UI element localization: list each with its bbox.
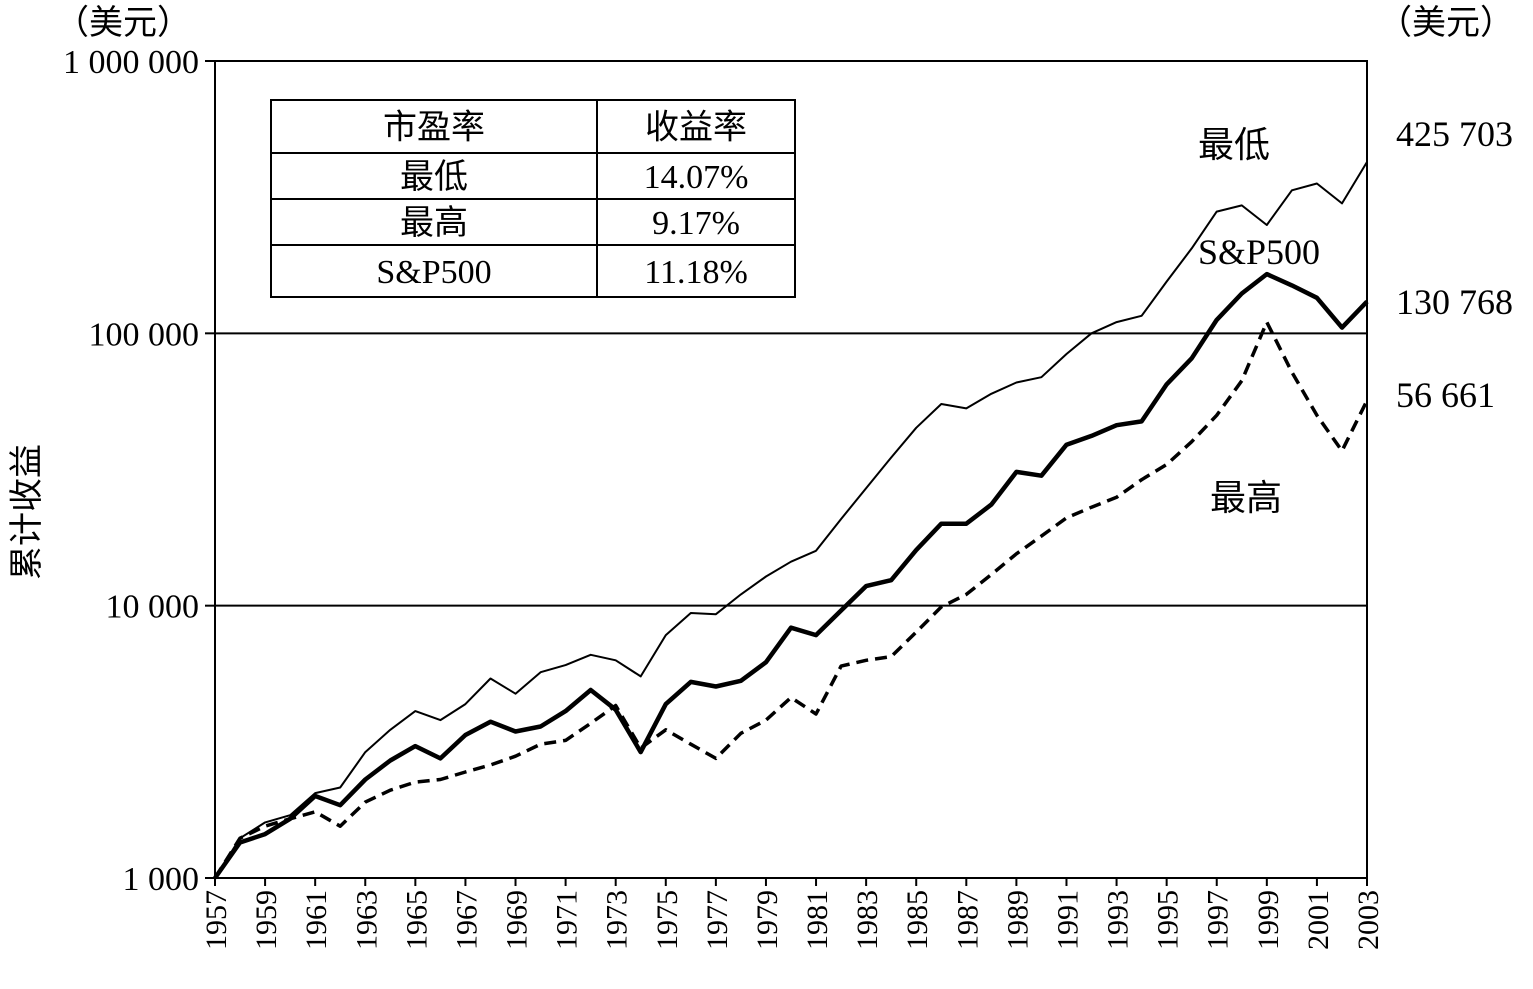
table-cell: 9.17% [652, 205, 740, 242]
y-tick-label: 1 000 [123, 861, 200, 898]
x-tick-label: 1991 [1051, 890, 1084, 950]
series-line-highest [213, 320, 1369, 879]
x-tick-label: 1987 [951, 890, 984, 950]
y-axis-label: 累计收益 [8, 444, 46, 580]
grid-lines [215, 332, 1367, 607]
x-axis-ticks: 1957 1959 1961 1963 1965 1967 1969 1971 1973 1975… [200, 878, 1385, 950]
x-tick-label: 1985 [901, 890, 934, 950]
x-tick-label: 1993 [1102, 890, 1135, 950]
table-cell: 11.18% [644, 254, 748, 291]
x-tick-label: 1979 [751, 890, 784, 950]
x-tick-label: 1989 [1001, 890, 1034, 950]
table-cell: 最低 [400, 159, 468, 196]
x-tick-label: 1983 [851, 890, 884, 950]
unit-label-right: （美元） [1378, 4, 1514, 42]
x-tick-label: 1995 [1152, 890, 1185, 950]
end-value-highest: 56 661 [1396, 375, 1495, 415]
series-line-lowest [214, 161, 1368, 879]
unit-label-left: （美元） [55, 4, 191, 42]
x-tick-label: 1967 [450, 890, 483, 950]
table-cell: 最高 [400, 204, 468, 242]
x-tick-label: 2001 [1302, 890, 1335, 950]
table-header-cell: 市盈率 [383, 109, 485, 147]
y-axis-ticks: 1 000 10 000 100 000 1 000 000 [63, 44, 215, 898]
x-tick-label: 1981 [801, 890, 834, 950]
x-tick-label: 1971 [551, 890, 584, 950]
table-header-cell: 收益率 [645, 109, 747, 147]
x-tick-label: 1957 [200, 890, 233, 950]
y-tick-label: 1 000 000 [63, 44, 199, 81]
x-tick-label: 1999 [1252, 890, 1285, 950]
series-label-lowest: 最低 [1198, 125, 1270, 165]
series-lines [213, 161, 1369, 880]
x-tick-label: 2003 [1352, 890, 1385, 950]
x-tick-label: 1961 [300, 890, 333, 950]
x-tick-label: 1959 [250, 890, 283, 950]
y-tick-label: 10 000 [106, 589, 200, 626]
x-tick-label: 1963 [350, 890, 383, 950]
x-tick-label: 1997 [1202, 890, 1235, 950]
x-tick-label: 1969 [501, 890, 534, 950]
x-tick-label: 1977 [701, 890, 734, 950]
end-value-sp500: 130 768 [1396, 282, 1513, 322]
x-tick-label: 1973 [601, 890, 634, 950]
series-label-highest: 最高 [1210, 478, 1282, 518]
table-cell: S&P500 [376, 254, 491, 291]
series-line-sp500 [213, 271, 1369, 880]
table-cell: 14.07% [644, 159, 749, 196]
x-tick-label: 1975 [651, 890, 684, 950]
y-tick-label: 100 000 [89, 316, 200, 353]
x-tick-label: 1965 [400, 890, 433, 950]
plot-frame [214, 60, 1368, 879]
series-label-sp500: S&P500 [1198, 232, 1320, 272]
end-value-lowest: 425 703 [1396, 114, 1513, 154]
